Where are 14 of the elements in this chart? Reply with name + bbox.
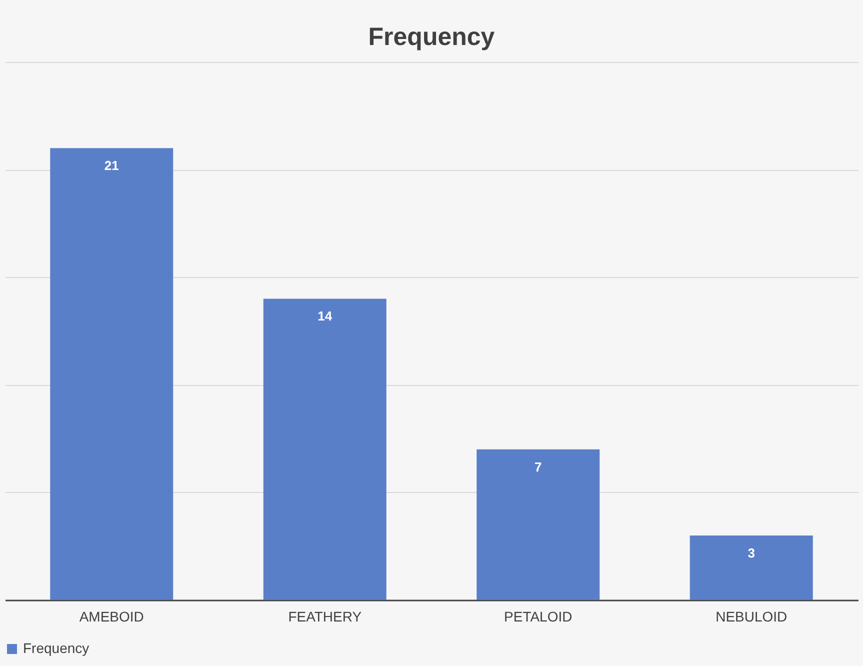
chart-title: Frequency bbox=[368, 23, 495, 51]
bar bbox=[263, 298, 386, 600]
bar bbox=[690, 535, 813, 600]
data-label: 7 bbox=[534, 459, 542, 474]
x-tick-label: FEATHERY bbox=[288, 608, 362, 624]
legend-label: Frequency bbox=[23, 640, 90, 656]
data-label: 14 bbox=[318, 308, 333, 324]
x-tick-label: AMEBOID bbox=[79, 608, 144, 624]
bar bbox=[50, 148, 174, 600]
data-label: 21 bbox=[104, 158, 119, 174]
x-tick-label: NEBULOID bbox=[716, 608, 788, 624]
bar bbox=[476, 449, 600, 600]
data-label: 3 bbox=[748, 545, 755, 560]
x-tick-label: PETALOID bbox=[504, 608, 572, 624]
